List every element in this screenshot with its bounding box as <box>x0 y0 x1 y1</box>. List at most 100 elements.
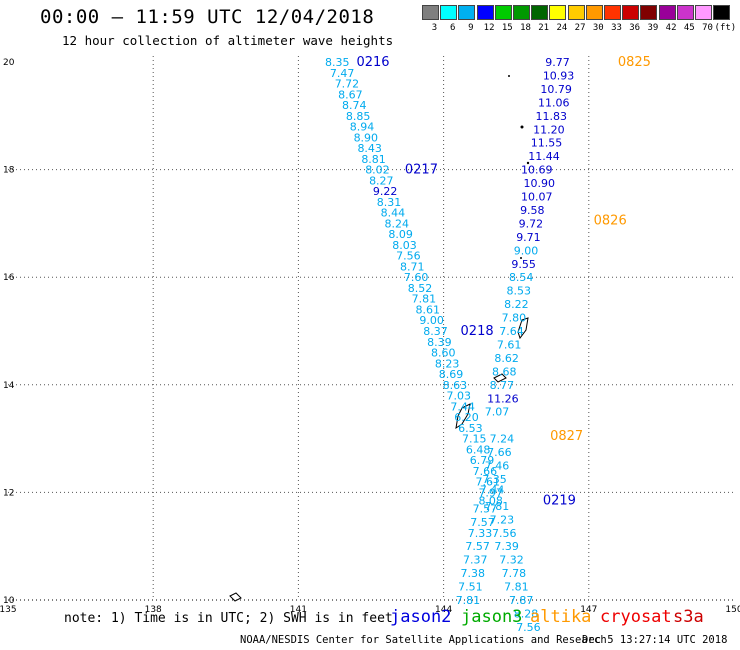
wave-height-value: 8.03 <box>392 239 417 252</box>
color-scale-tick-label: 42 <box>665 23 677 33</box>
y-tick-label: 16 <box>3 273 15 283</box>
wave-height-value: 7.24 <box>490 433 514 446</box>
wave-height-value: 8.77 <box>490 379 514 392</box>
island-coastlines <box>229 75 530 602</box>
wave-height-value: 10.69 <box>521 164 553 177</box>
wave-height-value: 9.22 <box>373 185 398 198</box>
color-swatch-39 <box>640 5 658 20</box>
wave-height-value: 7.66 <box>473 465 498 478</box>
x-tick-label: 147 <box>580 605 597 615</box>
wave-height-value: 11.83 <box>536 110 568 123</box>
color-scale-tick-label: 15 <box>501 23 513 33</box>
wave-height-value: 7.57 <box>465 540 490 553</box>
color-swatch-45 <box>676 5 694 20</box>
wave-height-value: 8.63 <box>443 379 468 392</box>
wave-height-value: 7.51 <box>458 581 483 594</box>
color-swatch-9 <box>458 5 476 20</box>
wave-height-value: 6.48 <box>466 443 491 456</box>
pass-label-0216: 0216 <box>356 55 389 70</box>
chart-subtitle: 12 hour collection of altimeter wave hei… <box>62 33 394 48</box>
wave-height-value: 8.62 <box>494 352 519 365</box>
wave-height-value: 8.54 <box>509 271 534 284</box>
wave-height-values: 8.357.477.728.678.748.858.948.908.438.81… <box>325 56 574 634</box>
pass-label-0217: 0217 <box>405 163 438 178</box>
wave-height-value: 6.53 <box>458 422 483 435</box>
color-scale-tick-label: 21 <box>538 23 550 33</box>
wave-height-value: 11.55 <box>531 137 563 150</box>
wave-height-value: 8.23 <box>435 357 460 370</box>
wave-height-value: 7.44 <box>480 484 505 497</box>
island-rota <box>493 373 507 383</box>
wave-height-value: 10.79 <box>540 83 572 96</box>
y-tick-label: 14 <box>3 381 15 391</box>
color-swatch-18 <box>513 5 530 20</box>
wave-height-value: 7.60 <box>404 271 429 284</box>
x-tick-label: 150 <box>725 605 740 615</box>
wave-height-value: 7.72 <box>335 78 360 91</box>
wave-height-value: 8.02 <box>365 164 390 177</box>
wave-height-value: 7.78 <box>502 567 527 580</box>
wave-height-value: 8.69 <box>439 368 464 381</box>
color-scale-tick-label: 70 <box>702 23 713 33</box>
color-swatch-36 <box>622 5 640 20</box>
color-scale-tick-label: 36 <box>629 23 641 33</box>
wave-height-value: 9.58 <box>520 204 545 217</box>
wave-height-value: 8.71 <box>400 260 425 273</box>
x-tick-label: 135 <box>0 605 17 615</box>
wave-height-value: 8.28 <box>514 607 539 620</box>
y-tick-label: 10 <box>3 596 15 606</box>
wave-height-value: 7.87 <box>509 594 534 607</box>
wave-height-value: 8.90 <box>354 131 379 144</box>
wave-height-value: 8.94 <box>350 121 375 134</box>
island-dot-2 <box>520 125 524 129</box>
color-scale-tick-label: 30 <box>592 23 604 33</box>
pass-label-0826: 0826 <box>594 214 627 229</box>
satellite-jason2-label: jason2 <box>390 607 452 627</box>
color-scale-tick-label: 6 <box>449 23 456 33</box>
island-small-west <box>229 592 242 602</box>
wave-height-value: 7.35 <box>482 473 507 486</box>
wave-height-value: 8.74 <box>342 99 367 112</box>
color-swatch-30 <box>585 5 603 20</box>
wave-height-value: 7.57 <box>473 503 498 516</box>
wave-height-value: 8.24 <box>385 217 410 230</box>
wave-height-value: 7.64 <box>499 325 524 338</box>
island-guam <box>455 403 471 430</box>
island-saipan <box>517 317 529 340</box>
pass-label-0825: 0825 <box>618 55 651 70</box>
wave-height-value: 6.79 <box>470 454 495 467</box>
grid-lines <box>8 56 734 601</box>
color-swatch-6 <box>440 5 458 20</box>
x-tick-label: 144 <box>435 605 452 615</box>
color-swatch-42 <box>658 5 676 20</box>
wave-height-value: 8.60 <box>431 347 456 360</box>
wave-height-value: 8.37 <box>423 325 448 338</box>
y-tick-label: 12 <box>3 488 14 498</box>
satellite-altika-label: altika <box>530 607 592 627</box>
wave-height-value: 7.03 <box>447 390 472 403</box>
wave-height-value: 7.81 <box>504 581 528 594</box>
color-scale-tick-label: 3 <box>431 23 438 33</box>
satellite-cryosat-label: cryosat <box>600 607 672 627</box>
wave-height-value: 7.81 <box>412 293 437 306</box>
wave-height-value: 7.81 <box>456 594 481 607</box>
wave-height-value: 8.31 <box>377 196 402 209</box>
pass-labels: 0216 0217 0218 0219 0825 0826 0827 <box>356 55 650 508</box>
wave-height-value: 8.27 <box>369 174 394 187</box>
wave-height-value: 8.52 <box>408 282 433 295</box>
color-swatch-15 <box>494 5 512 20</box>
wave-height-value: 11.20 <box>533 123 565 136</box>
color-scale-tick-label: 9 <box>468 23 474 33</box>
wave-height-value: 8.85 <box>346 110 371 123</box>
wave-height-value: 8.68 <box>492 365 517 378</box>
wave-height-value: 11.26 <box>487 392 519 405</box>
pass-label-0827: 0827 <box>550 429 583 444</box>
color-swatch-21 <box>531 5 549 20</box>
wave-height-value: 7.61 <box>476 476 501 489</box>
color-swatch-12 <box>476 5 494 20</box>
wave-height-value: 7.32 <box>499 554 524 567</box>
wave-height-value: 9.71 <box>516 231 541 244</box>
wave-height-value: 7.15 <box>462 433 487 446</box>
wave-height-value: 9.00 <box>419 314 444 327</box>
